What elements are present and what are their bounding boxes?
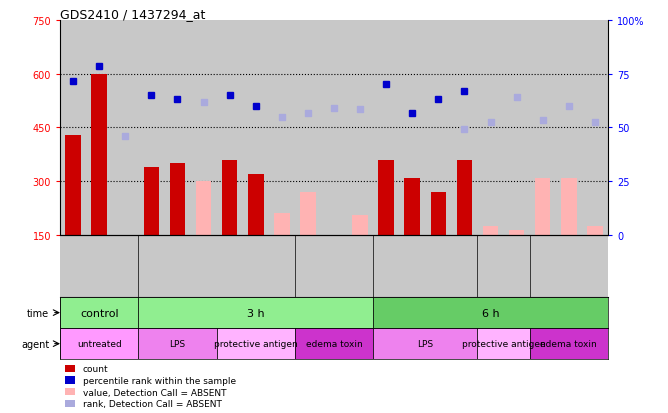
Bar [373,297,608,328]
Text: untreated: untreated [77,339,122,348]
Bar [478,328,530,359]
Bar [216,328,295,359]
Bar [170,164,185,235]
Text: 3 h: 3 h [247,308,265,318]
Bar [535,178,550,235]
Bar [138,297,373,328]
Text: edema toxin: edema toxin [306,339,362,348]
Bar [483,226,498,235]
Bar [248,175,264,235]
Legend: count, percentile rank within the sample, value, Detection Call = ABSENT, rank, : count, percentile rank within the sample… [65,365,236,408]
Bar [587,226,603,235]
Bar [373,328,478,359]
Text: time: time [27,308,49,318]
Bar [118,235,133,250]
Text: protective antigen: protective antigen [462,339,545,348]
Bar [295,328,373,359]
Bar [300,192,316,235]
Bar [60,297,138,328]
Bar [457,160,472,235]
Bar [352,216,368,235]
Bar [144,167,159,235]
Text: LPS: LPS [170,339,186,348]
Bar [404,178,420,235]
Bar [196,182,211,235]
Bar [274,214,290,235]
Bar [60,328,138,359]
Text: control: control [80,308,118,318]
Bar [509,230,524,235]
Text: LPS: LPS [418,339,434,348]
Text: agent: agent [21,339,49,349]
Bar [65,135,81,235]
Bar [430,192,446,235]
Bar [530,328,608,359]
Text: 6 h: 6 h [482,308,499,318]
Bar [92,74,107,235]
Text: protective antigen: protective antigen [214,339,298,348]
Text: GDS2410 / 1437294_at: GDS2410 / 1437294_at [60,8,206,21]
Bar [138,328,216,359]
Bar [561,178,576,235]
Text: edema toxin: edema toxin [540,339,597,348]
Bar [378,160,394,235]
Bar [222,160,238,235]
